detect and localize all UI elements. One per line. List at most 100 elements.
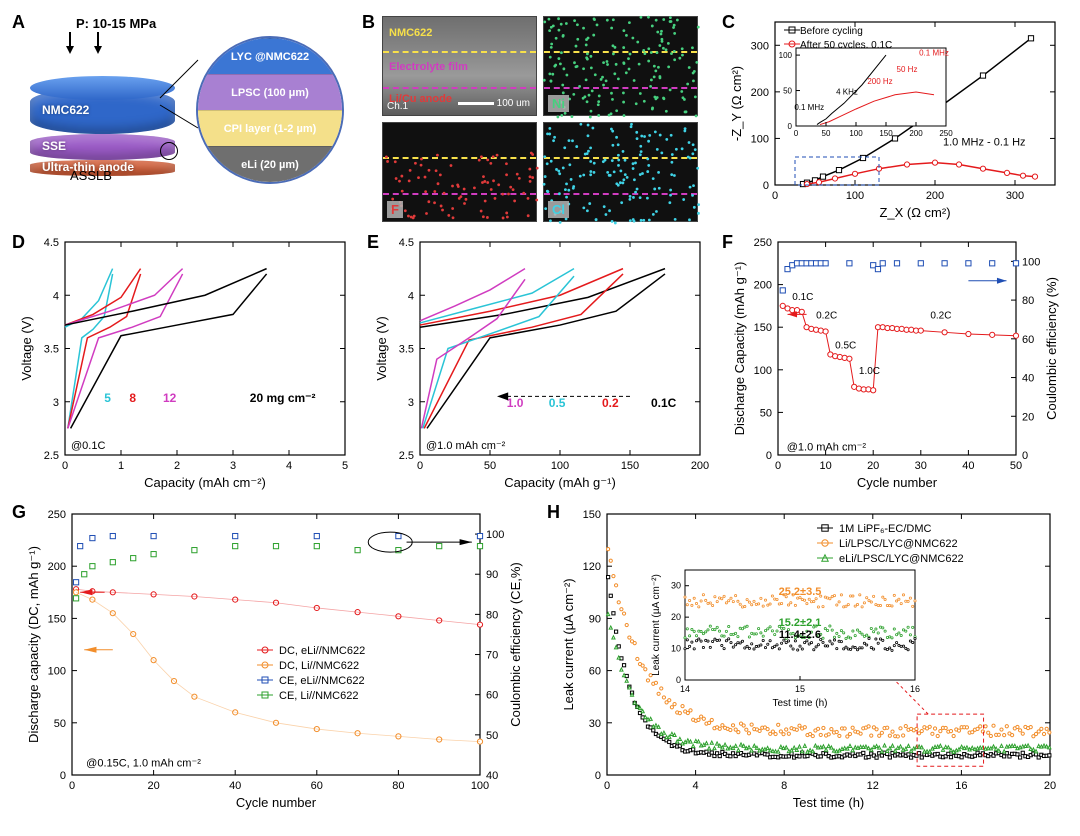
svg-text:0: 0 (595, 770, 601, 782)
svg-text:250: 250 (754, 237, 772, 249)
panel-d-label: D (12, 232, 25, 253)
svg-text:4.5: 4.5 (44, 237, 59, 249)
svg-text:100: 100 (754, 365, 772, 377)
svg-text:150: 150 (879, 129, 893, 138)
svg-text:0: 0 (62, 460, 68, 472)
svg-text:1M LiPF₆-EC/DMC: 1M LiPF₆-EC/DMC (839, 523, 931, 535)
svg-text:25.2±3.5: 25.2±3.5 (779, 586, 822, 598)
svg-text:eLi/LPSC/LYC@NMC622: eLi/LPSC/LYC@NMC622 (839, 553, 964, 565)
svg-text:50: 50 (54, 718, 66, 730)
svg-text:100: 100 (551, 460, 569, 472)
svg-text:16: 16 (955, 780, 967, 792)
asslb-label: ASSLB (70, 168, 112, 183)
svg-text:Discharge capacity (DC, mAh g⁻: Discharge capacity (DC, mAh g⁻¹) (26, 546, 41, 743)
svg-text:150: 150 (48, 613, 66, 625)
cell-stack: NMC622SSEUltra-thin anode (30, 48, 175, 158)
svg-text:20 mg cm⁻²: 20 mg cm⁻² (250, 391, 316, 405)
svg-text:200: 200 (926, 190, 944, 202)
svg-text:0: 0 (60, 770, 66, 782)
svg-text:2.5: 2.5 (399, 450, 414, 462)
svg-text:Li/LPSC/LYC@NMC622: Li/LPSC/LYC@NMC622 (839, 538, 958, 550)
panel-b-label: B (362, 12, 375, 33)
svg-text:11.4±2.6: 11.4±2.6 (779, 629, 821, 641)
svg-text:200: 200 (909, 129, 923, 138)
svg-text:0: 0 (794, 129, 799, 138)
svg-text:5: 5 (342, 460, 348, 472)
panel-a-label: A (12, 12, 25, 33)
svg-text:40: 40 (962, 460, 974, 472)
svg-text:0: 0 (772, 190, 778, 202)
svg-text:1.0: 1.0 (507, 396, 524, 410)
svg-text:10: 10 (671, 644, 681, 654)
svg-text:CE, Li//NMC622: CE, Li//NMC622 (279, 690, 358, 702)
svg-text:20: 20 (867, 460, 879, 472)
panel-g-label: G (12, 502, 26, 523)
panel-e: E 0501001502002.533.544.5Capacity (mAh g… (365, 230, 715, 495)
svg-text:70: 70 (486, 650, 498, 662)
svg-text:0: 0 (604, 780, 610, 792)
svg-text:Voltage (V): Voltage (V) (374, 316, 389, 380)
svg-text:10: 10 (819, 460, 831, 472)
svg-text:0.5: 0.5 (549, 396, 566, 410)
svg-text:4.5: 4.5 (399, 237, 414, 249)
svg-text:12: 12 (867, 780, 879, 792)
panel-d: D 0123452.533.544.5Capacity (mAh cm⁻²)Vo… (10, 230, 360, 495)
svg-text:100: 100 (751, 133, 769, 145)
svg-text:@1.0 mAh cm⁻²: @1.0 mAh cm⁻² (787, 442, 867, 454)
svg-text:30: 30 (589, 718, 601, 730)
svg-text:300: 300 (1006, 190, 1024, 202)
svg-text:200: 200 (754, 280, 772, 292)
svg-text:120: 120 (583, 561, 601, 573)
svg-text:150: 150 (621, 460, 639, 472)
svg-text:0: 0 (788, 122, 793, 131)
svg-text:Leak current (µA cm⁻²): Leak current (µA cm⁻²) (561, 578, 576, 710)
svg-text:150: 150 (583, 509, 601, 521)
svg-text:20: 20 (1044, 780, 1056, 792)
svg-text:0.1 MHz: 0.1 MHz (794, 103, 824, 112)
svg-text:80: 80 (392, 780, 404, 792)
svg-text:50: 50 (822, 129, 831, 138)
svg-text:30: 30 (915, 460, 927, 472)
svg-text:8: 8 (129, 391, 136, 405)
svg-text:15.2±2.1: 15.2±2.1 (779, 617, 822, 629)
svg-text:3: 3 (408, 397, 414, 409)
svg-text:200 Hz: 200 Hz (867, 77, 892, 86)
svg-text:Z_X (Ω cm²): Z_X (Ω cm²) (879, 205, 950, 220)
svg-text:16: 16 (910, 684, 920, 694)
panel-e-label: E (367, 232, 379, 253)
svg-text:0.1C: 0.1C (651, 396, 677, 410)
svg-text:50: 50 (1010, 460, 1022, 472)
svg-text:20: 20 (147, 780, 159, 792)
svg-text:Voltage (V): Voltage (V) (19, 316, 34, 380)
svg-text:-Z_Y (Ω cm²): -Z_Y (Ω cm²) (729, 66, 744, 141)
svg-text:250: 250 (48, 509, 66, 521)
svg-text:Before cycling: Before cycling (800, 26, 863, 37)
svg-text:0: 0 (676, 675, 681, 685)
svg-text:30: 30 (671, 581, 681, 591)
svg-text:Cycle number: Cycle number (857, 475, 938, 490)
svg-text:4: 4 (693, 780, 699, 792)
svg-text:0.2C: 0.2C (930, 311, 951, 322)
svg-text:@1.0 mAh cm⁻²: @1.0 mAh cm⁻² (426, 440, 506, 452)
svg-text:100: 100 (48, 666, 66, 678)
svg-text:Capacity (mAh g⁻¹): Capacity (mAh g⁻¹) (504, 475, 616, 490)
svg-text:0.1C: 0.1C (792, 292, 813, 303)
svg-text:60: 60 (311, 780, 323, 792)
svg-text:100: 100 (779, 51, 793, 60)
svg-text:250: 250 (939, 129, 953, 138)
svg-text:4 KHz: 4 KHz (836, 88, 858, 97)
svg-text:Cycle number: Cycle number (236, 795, 317, 810)
panel-a: A P: 10-15 MPa NMC622SSEUltra-thin anode… (10, 10, 350, 225)
panel-h: H 0481216200306090120150Test time (h)Lea… (545, 500, 1070, 820)
svg-text:0.1 MHz: 0.1 MHz (919, 49, 949, 58)
svg-text:CE, eLi//NMC622: CE, eLi//NMC622 (279, 675, 365, 687)
svg-text:200: 200 (751, 87, 769, 99)
svg-text:15: 15 (795, 684, 805, 694)
svg-text:Coulombic efficiency (%): Coulombic efficiency (%) (1044, 277, 1059, 420)
svg-text:1.0 MHz - 0.1 Hz: 1.0 MHz - 0.1 Hz (943, 136, 1026, 148)
svg-text:8: 8 (781, 780, 787, 792)
svg-text:2: 2 (174, 460, 180, 472)
svg-text:0.2: 0.2 (602, 396, 619, 410)
panel-d-chart: 0123452.533.544.5Capacity (mAh cm⁻²)Volt… (10, 230, 360, 495)
svg-text:0: 0 (1022, 450, 1028, 462)
